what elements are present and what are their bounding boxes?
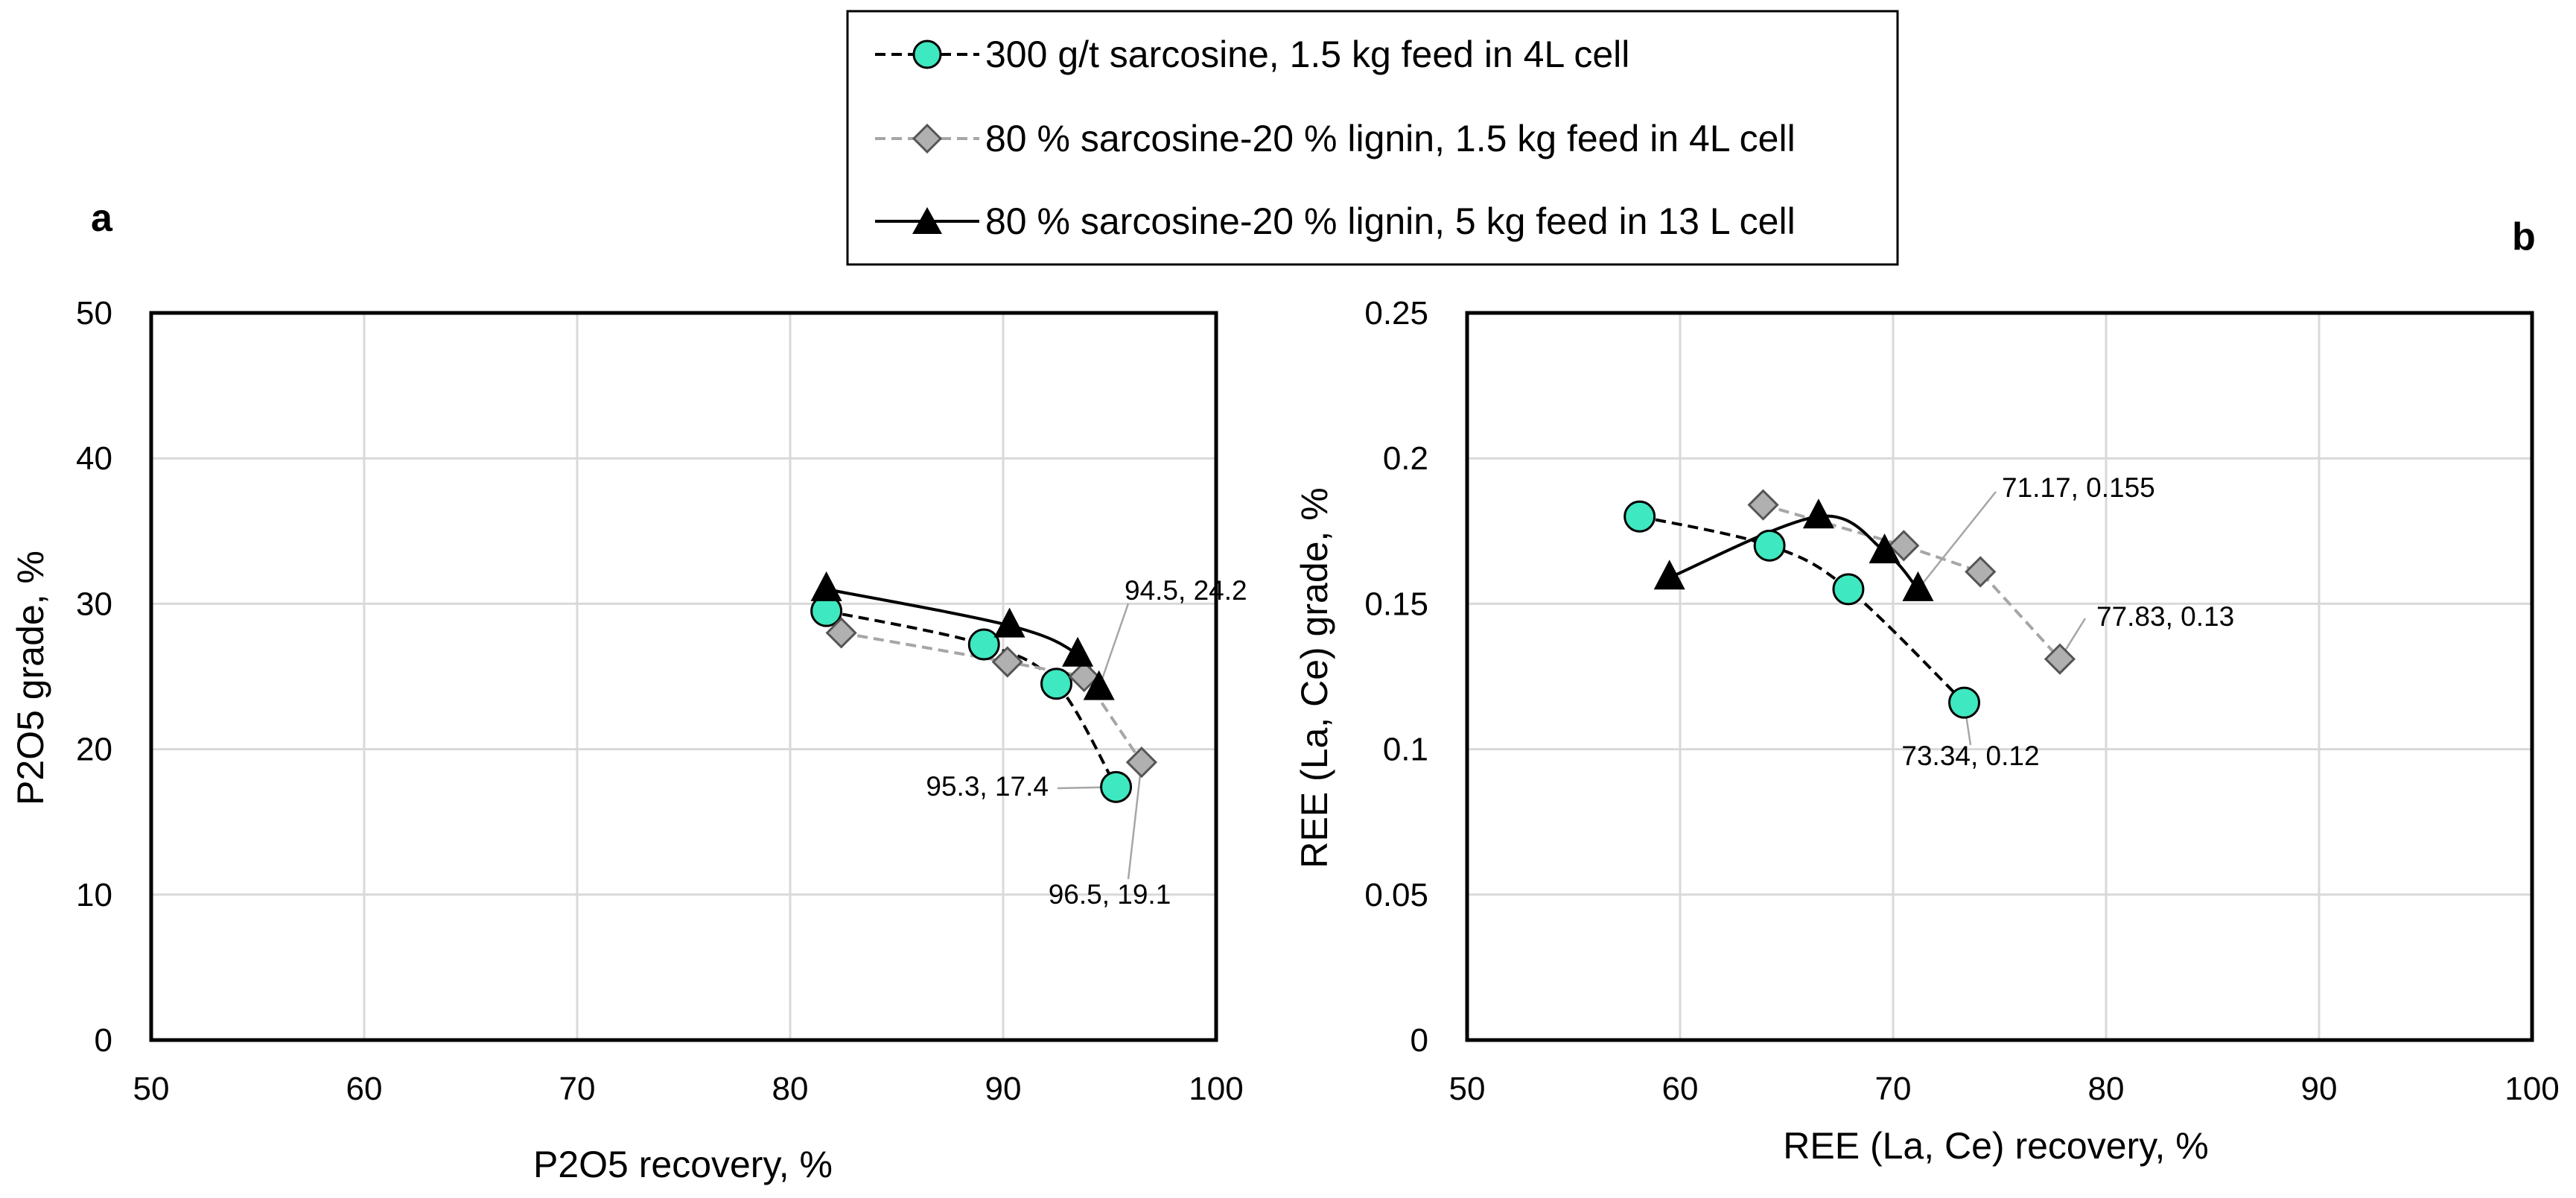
data-point-diamond xyxy=(2044,643,2076,675)
data-point-triangle xyxy=(810,571,842,601)
chart-panel-b: 50 60 70 80 90 100 0 0.05 0.1 0.15 0.2 0.25 71.17, 0… xyxy=(1364,295,2559,1107)
legend-label-3: 80 % sarcosine-20 % lignin, 5 kg feed in… xyxy=(985,200,1796,242)
x-tick-label-b: 60 xyxy=(1662,1071,1699,1107)
data-annotation: 95.3, 17.4 xyxy=(926,771,1049,802)
legend-circle-marker xyxy=(912,39,942,69)
data-point-diamond xyxy=(1747,489,1779,521)
data-point-triangle xyxy=(1902,571,1934,601)
data-annotation: 77.83, 0.13 xyxy=(2096,601,2234,632)
y-tick-label-a: 10 xyxy=(76,877,112,913)
data-point-circle xyxy=(1753,529,1786,562)
plot-frame-a xyxy=(149,311,1218,1042)
chart-panel-a: 50 60 70 80 90 100 0 10 20 30 40 50 94.5, 24.2 95.3, … xyxy=(76,295,1247,1107)
plot-area-a xyxy=(151,313,1216,1040)
legend-diamond-marker xyxy=(912,123,943,154)
y-tick-label-a: 50 xyxy=(76,295,112,332)
legend: 300 g/t sarcosine, 1.5 kg feed in 4L cel… xyxy=(846,10,1899,266)
y-axis-label-a: P2O5 grade, % xyxy=(10,551,51,805)
legend-triangle-marker xyxy=(912,207,942,234)
y-tick-label-b: 0.1 xyxy=(1383,732,1428,768)
y-tick-label-a: 30 xyxy=(76,586,112,622)
series-line-1 xyxy=(826,609,1118,788)
series-line-3 xyxy=(1668,514,1919,591)
legend-frame xyxy=(846,10,1899,266)
plot-area-b xyxy=(1467,313,2532,1040)
data-point-diamond xyxy=(1965,556,1997,588)
annotation-leader xyxy=(1098,603,1130,689)
data-annotation: 94.5, 24.2 xyxy=(1125,575,1247,606)
y-axis-label-b: REE (La, Ce) grade, % xyxy=(1294,487,1335,868)
data-point-circle xyxy=(1623,500,1656,533)
x-tick-label-b: 90 xyxy=(2301,1071,2338,1107)
x-tick-label-a: 50 xyxy=(133,1071,170,1107)
y-tick-label-b: 0 xyxy=(1411,1022,1428,1059)
data-point-diamond xyxy=(1068,660,1100,693)
x-tick-label-a: 100 xyxy=(1189,1071,1243,1107)
x-tick-label-b: 80 xyxy=(2088,1071,2125,1107)
data-point-circle xyxy=(967,628,1000,661)
data-point-circle xyxy=(1040,668,1072,700)
x-tick-label-a: 80 xyxy=(772,1071,809,1107)
data-point-triangle xyxy=(1869,533,1901,564)
annotation-leader xyxy=(1127,762,1143,880)
series-line-2 xyxy=(841,631,1143,764)
y-tick-label-b: 0.25 xyxy=(1364,295,1428,332)
panel-label-a: a xyxy=(91,197,113,240)
data-point-triangle xyxy=(1062,636,1094,667)
data-point-diamond xyxy=(825,617,857,649)
data-point-diamond xyxy=(1125,747,1158,779)
data-point-circle xyxy=(1100,770,1133,803)
x-tick-label-b: 70 xyxy=(1875,1071,1912,1107)
legend-label-1: 300 g/t sarcosine, 1.5 kg feed in 4L cel… xyxy=(985,34,1629,75)
data-point-diamond xyxy=(1888,530,1920,562)
data-point-diamond xyxy=(991,646,1023,678)
y-tick-label-a: 20 xyxy=(76,732,112,768)
data-point-circle xyxy=(1832,573,1865,606)
x-tick-label-b: 100 xyxy=(2505,1071,2559,1107)
x-axis-label-a: P2O5 recovery, % xyxy=(533,1144,833,1185)
y-tick-label-a: 0 xyxy=(95,1022,112,1059)
data-point-triangle xyxy=(993,607,1025,638)
x-tick-label-b: 50 xyxy=(1449,1071,1486,1107)
x-axis-label-b: REE (La, Ce) recovery, % xyxy=(1783,1125,2208,1167)
annotation-leader xyxy=(1917,491,1997,590)
y-tick-label-b: 0.15 xyxy=(1364,586,1428,622)
legend-label-2: 80 % sarcosine-20 % lignin, 1.5 kg feed … xyxy=(985,118,1796,159)
x-tick-label-a: 70 xyxy=(559,1071,596,1107)
data-point-triangle xyxy=(1083,670,1115,700)
x-tick-label-a: 60 xyxy=(346,1071,383,1107)
data-annotation: 73.34, 0.12 xyxy=(1901,741,2039,771)
data-point-triangle xyxy=(1802,498,1834,529)
series-line-2 xyxy=(1762,503,2061,660)
data-annotation: 96.5, 19.1 xyxy=(1049,879,1171,910)
data-point-circle xyxy=(1948,686,1981,719)
x-tick-label-a: 90 xyxy=(985,1071,1022,1107)
y-tick-label-a: 40 xyxy=(76,440,112,477)
y-tick-label-b: 0.2 xyxy=(1383,440,1428,477)
plot-frame-b xyxy=(1465,311,2534,1042)
data-point-triangle xyxy=(1653,560,1685,590)
series-line-1 xyxy=(1639,515,1965,704)
data-annotation: 71.17, 0.155 xyxy=(2002,472,2155,503)
y-tick-label-b: 0.05 xyxy=(1364,877,1428,913)
panel-label-b: b xyxy=(2512,215,2536,259)
